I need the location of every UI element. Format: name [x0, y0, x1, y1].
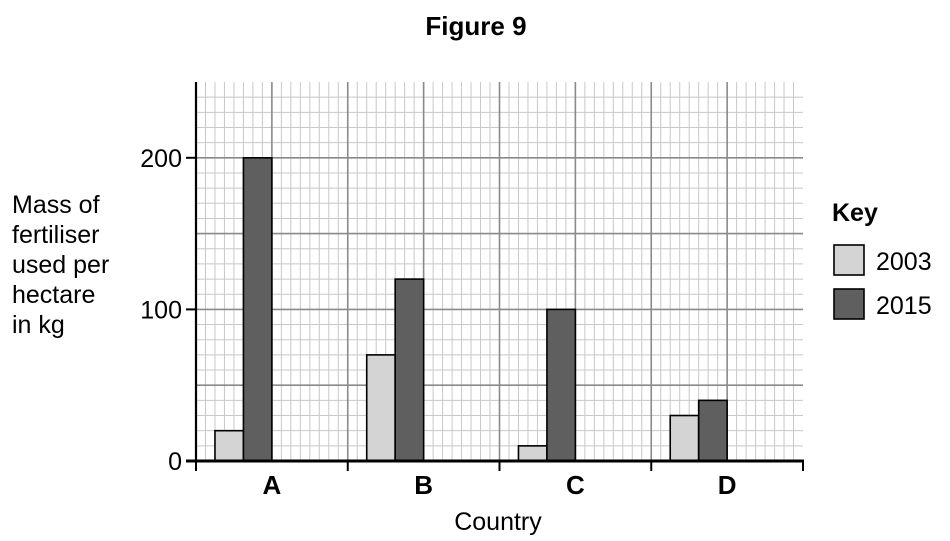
- bar-A-2015: [242, 157, 273, 462]
- y-axis-label-line: fertiliser: [12, 221, 100, 249]
- bar-B-2003: [365, 354, 396, 462]
- y-axis-label-line: hectare: [12, 281, 95, 309]
- x-axis-label: Country: [454, 508, 542, 536]
- y-tick-label: 100: [140, 296, 182, 324]
- x-tick-label: A: [262, 470, 281, 500]
- legend-label-2015: 2015: [876, 292, 932, 320]
- legend-label-2003: 2003: [876, 248, 932, 276]
- bar-D-2003: [669, 414, 700, 462]
- bars: [214, 157, 728, 462]
- axes: [186, 82, 804, 463]
- x-tick-label: C: [566, 470, 585, 500]
- x-tick-label: D: [718, 470, 737, 500]
- bar-C-2003: [517, 445, 548, 462]
- chart-title: Figure 9: [425, 11, 526, 41]
- y-tick-label: 200: [140, 145, 182, 173]
- x-axis-ticks: A B C D: [195, 461, 804, 500]
- bar-B-2015: [394, 278, 425, 462]
- legend-swatch-2015: [833, 288, 865, 320]
- legend-title: Key: [832, 199, 878, 227]
- y-axis-label-line: used per: [12, 251, 109, 279]
- bar-C-2015: [546, 308, 577, 462]
- x-tick-label: B: [414, 470, 433, 500]
- bar-D-2015: [697, 399, 728, 462]
- y-axis-label-line: in kg: [12, 311, 65, 339]
- legend: Key 2003 2015: [832, 199, 932, 320]
- y-tick-label: 0: [168, 448, 182, 476]
- y-axis-label-line: Mass of: [12, 191, 100, 219]
- legend-swatch-2003: [833, 244, 865, 276]
- bar-A-2003: [214, 429, 245, 462]
- y-axis-ticks: 0 100 200: [140, 145, 196, 476]
